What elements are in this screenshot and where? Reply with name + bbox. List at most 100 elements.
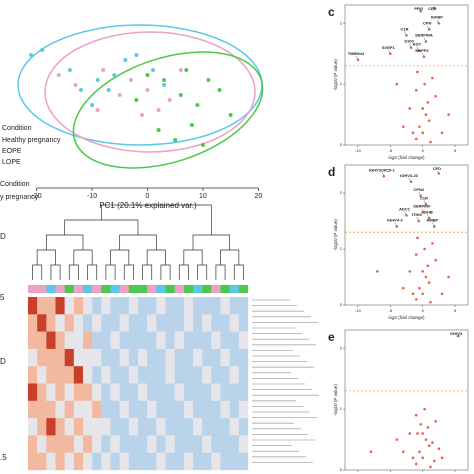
y-tick-label: 2 <box>340 20 343 25</box>
heat-cell <box>211 314 221 332</box>
heat-cell <box>37 331 47 350</box>
heat-cell <box>128 452 139 471</box>
heat-cell <box>128 418 139 436</box>
heat-cell <box>193 366 203 384</box>
y-tick-label: 2 <box>340 190 343 195</box>
gene-label: S100 <box>404 39 414 44</box>
heat-cell <box>128 366 139 384</box>
heat-cell <box>238 331 249 350</box>
heat-cell <box>37 314 47 332</box>
condition-cell <box>211 285 221 293</box>
point <box>447 113 450 116</box>
heat-cell <box>37 348 47 367</box>
heat-cell <box>119 348 130 367</box>
label-leader <box>394 222 398 227</box>
gene-label: SERPINA <box>415 33 433 38</box>
point <box>156 128 161 132</box>
heat-cell <box>119 435 130 453</box>
heat-cell <box>138 452 148 471</box>
heat-cell <box>211 331 221 350</box>
heat-cell <box>101 348 111 367</box>
side-label: D <box>0 357 6 366</box>
point <box>217 88 222 92</box>
x-tick-label: -5 <box>389 308 393 313</box>
heat-cell <box>83 400 93 419</box>
heat-cell <box>110 383 120 401</box>
heat-cell <box>229 366 240 384</box>
gene-label: PRG <box>414 6 423 11</box>
heat-cell <box>92 452 102 471</box>
heat-cell <box>138 314 148 332</box>
heat-cell <box>138 348 148 367</box>
point <box>440 131 444 135</box>
label-leader <box>423 200 427 205</box>
point <box>67 68 72 72</box>
heat-cell <box>119 366 130 384</box>
heat-cell <box>229 400 240 419</box>
y-tick-label: 1 <box>340 406 343 411</box>
point <box>156 108 161 112</box>
point <box>419 423 423 426</box>
label-leader <box>436 19 440 24</box>
gene-label: IGHV3OR15-1 <box>369 167 396 172</box>
heat-cell <box>119 314 130 332</box>
point <box>411 292 415 296</box>
heat-cell <box>73 452 84 471</box>
condition-cell <box>64 285 75 293</box>
heat-cell <box>37 400 47 419</box>
label-leader <box>423 37 427 42</box>
heat-cell <box>193 452 203 471</box>
label-leader <box>421 208 425 213</box>
heat-cell <box>128 331 139 350</box>
label-leader <box>436 170 440 174</box>
side-label: D <box>0 232 6 241</box>
heat-cell <box>211 400 221 419</box>
point <box>151 68 156 72</box>
heat-cell <box>101 400 111 419</box>
heat-cell <box>46 348 56 367</box>
heat-cell <box>128 383 139 401</box>
heat-cell <box>202 314 212 332</box>
point <box>414 88 418 92</box>
label-leader <box>416 46 420 51</box>
point <box>395 82 399 86</box>
heat-cell <box>211 297 221 315</box>
point <box>419 194 423 198</box>
heat-cell <box>110 400 120 419</box>
point <box>440 292 444 296</box>
heat-cell <box>183 331 194 350</box>
heat-cell <box>174 331 185 350</box>
heat-cell <box>28 331 38 350</box>
point <box>426 426 430 429</box>
point <box>228 113 233 117</box>
heat-cell <box>55 435 65 453</box>
heat-cell <box>238 452 249 471</box>
heat-cell <box>128 435 139 453</box>
panel-label: e <box>328 330 335 344</box>
heat-cell <box>64 366 75 384</box>
heat-cell <box>28 297 38 315</box>
heat-cell <box>211 452 221 471</box>
heat-cell <box>193 435 203 453</box>
point <box>416 236 419 240</box>
point <box>414 462 418 466</box>
heat-cell <box>110 418 120 436</box>
heat-cell <box>238 418 249 436</box>
condition-cell <box>165 285 175 293</box>
heat-cell <box>28 418 38 436</box>
heat-cell <box>138 383 148 401</box>
condition-cell <box>119 285 130 293</box>
point <box>356 58 360 62</box>
heat-cell <box>229 314 240 332</box>
point <box>426 101 430 104</box>
point <box>112 73 117 77</box>
point <box>145 88 150 92</box>
heat-cell <box>156 331 166 350</box>
point <box>409 46 413 49</box>
label-leader <box>404 31 407 36</box>
heat-cell <box>110 297 120 315</box>
condition-label: y pregnancy <box>0 194 39 201</box>
heat-cell <box>55 383 65 401</box>
point <box>162 83 167 87</box>
ellipse-eope <box>44 31 256 153</box>
